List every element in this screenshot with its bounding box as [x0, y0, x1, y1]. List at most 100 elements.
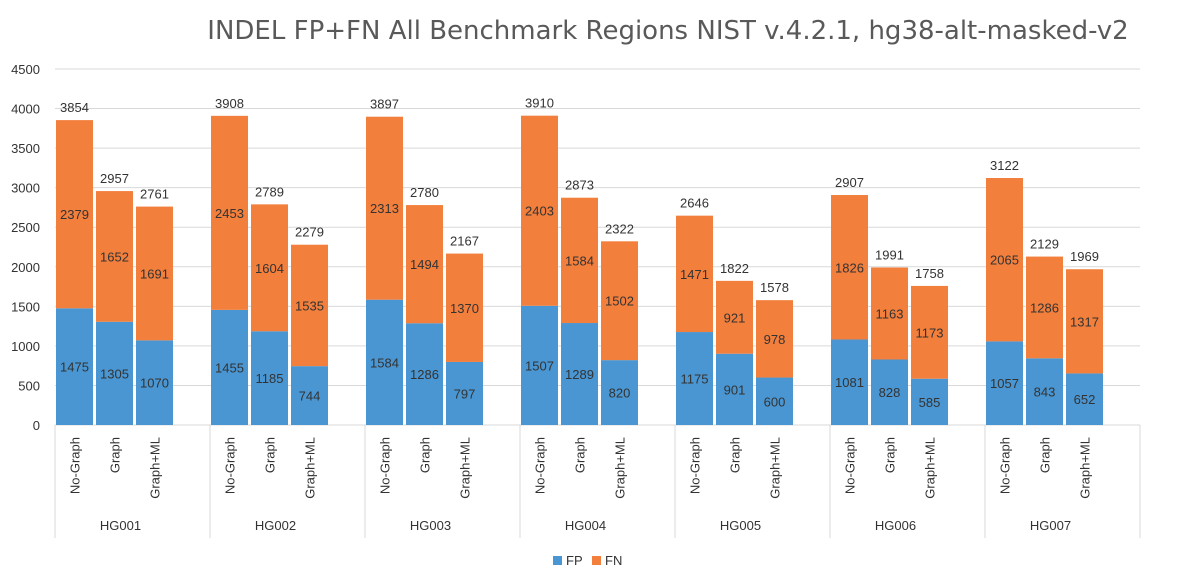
data-label-total: 3122 [990, 158, 1019, 173]
y-tick-label: 2000 [11, 260, 40, 275]
bar-fp [291, 366, 328, 425]
bar-fn [211, 115, 248, 310]
bar-fp [676, 332, 713, 425]
data-label-fp: 1584 [370, 355, 399, 370]
y-tick-label: 0 [33, 418, 40, 433]
data-label-fn: 1826 [835, 260, 864, 275]
bar-fp [366, 299, 403, 425]
data-label-fp: 901 [724, 382, 746, 397]
data-label-fn: 2403 [525, 204, 554, 219]
data-label-fn: 1584 [565, 253, 594, 268]
data-label-fp: 828 [879, 385, 901, 400]
x-category-label: Graph [883, 437, 898, 473]
bar-fn [601, 241, 638, 361]
data-label-fp: 1507 [525, 358, 554, 373]
data-label-total: 3908 [215, 96, 244, 111]
bar-fp [601, 360, 638, 425]
data-label-fn: 2379 [60, 207, 89, 222]
data-label-total: 1969 [1070, 249, 1099, 264]
legend-fp-swatch [553, 556, 562, 565]
x-category-label: Graph [418, 437, 433, 473]
data-label-fp: 585 [919, 395, 941, 410]
x-category-label: Graph+ML [303, 437, 318, 499]
y-tick-label: 2500 [11, 220, 40, 235]
bar-fn [251, 204, 288, 332]
x-category-label: No-Graph [68, 437, 83, 494]
bar-fp [561, 323, 598, 425]
legend-fn-swatch [592, 556, 601, 565]
bar-fn [1026, 256, 1063, 359]
x-category-label: Graph+ML [768, 437, 783, 499]
bar-fn [136, 206, 173, 341]
x-category-label: No-Graph [533, 437, 548, 494]
data-label-total: 2907 [835, 175, 864, 190]
bar-fp [521, 305, 558, 425]
data-label-fp: 1185 [256, 371, 284, 386]
x-category-label: Graph [108, 437, 123, 473]
y-tick-label: 4500 [11, 62, 40, 77]
data-label-fp: 1305 [100, 366, 129, 381]
bar-fp [911, 378, 948, 425]
bar-fn [831, 195, 868, 340]
data-label-total: 3897 [370, 97, 399, 112]
data-label-total: 1578 [760, 280, 789, 295]
data-label-total: 3910 [525, 96, 554, 111]
bar-fp [446, 361, 483, 425]
data-label-total: 2957 [100, 171, 129, 186]
x-group-label: HG001 [100, 518, 141, 533]
data-label-fn: 1370 [450, 301, 479, 316]
bar-fn [676, 215, 713, 333]
data-label-total: 2129 [1030, 237, 1059, 252]
y-axis: 0 500 1000 1500 2000 2500 3000 3500 4000 4500 [11, 62, 40, 433]
data-label-fp: 1175 [681, 372, 709, 387]
y-tick-label: 500 [18, 378, 40, 393]
bar-fp [871, 359, 908, 425]
data-label-fn: 1691 [140, 266, 169, 281]
data-label-total: 2780 [410, 185, 439, 200]
bar-fn [911, 285, 948, 379]
data-label-fn: 921 [724, 310, 746, 325]
bar-fp [136, 340, 173, 425]
data-label-fp: 1286 [410, 367, 439, 382]
data-label-total: 2761 [140, 187, 169, 202]
bar-fn [716, 280, 753, 354]
bar-fn [986, 178, 1023, 342]
data-label-total: 3854 [60, 100, 89, 115]
data-label-total: 1822 [720, 261, 749, 276]
data-label-fn: 1471 [680, 267, 709, 282]
data-label-fn: 2313 [370, 201, 399, 216]
bar-fn [56, 120, 93, 309]
bar-fp [1066, 373, 1103, 425]
data-label-total: 1991 [875, 247, 904, 262]
x-axis: No-Graph Graph Graph+ML HG001 No-Graph Graph G… [54, 425, 1141, 538]
bar-fn [871, 267, 908, 360]
x-category-label: Graph [573, 437, 588, 473]
data-label-fn: 1502 [605, 294, 634, 309]
bar-fn [561, 197, 598, 324]
bar-fp [211, 309, 248, 425]
legend-fp-label: FP [566, 553, 583, 568]
x-group-label: HG005 [720, 518, 761, 533]
x-category-label: Graph [263, 437, 278, 473]
bar-fn [96, 191, 133, 322]
y-tick-label: 1500 [11, 299, 40, 314]
data-label-fp: 1455 [215, 360, 244, 375]
x-category-label: No-Graph [688, 437, 703, 494]
bar-fn [291, 244, 328, 367]
x-category-label: Graph+ML [613, 437, 628, 499]
data-label-total: 2279 [295, 225, 324, 240]
x-category-label: No-Graph [223, 437, 238, 494]
data-label-fp: 600 [764, 394, 786, 409]
y-tick-label: 3000 [11, 181, 40, 196]
x-category-label: Graph+ML [148, 437, 163, 499]
y-tick-label: 4000 [11, 102, 40, 117]
data-label-fn: 1173 [916, 325, 944, 340]
bar-fp [251, 331, 288, 425]
bar-fp [831, 339, 868, 425]
data-label-fn: 1652 [100, 249, 129, 264]
y-tick-label: 1000 [11, 339, 40, 354]
x-category-label: Graph [1038, 437, 1053, 473]
bar-fp [986, 341, 1023, 425]
bar-fp [1026, 358, 1063, 425]
chart-title: INDEL FP+FN All Benchmark Regions NIST v… [207, 16, 1128, 46]
